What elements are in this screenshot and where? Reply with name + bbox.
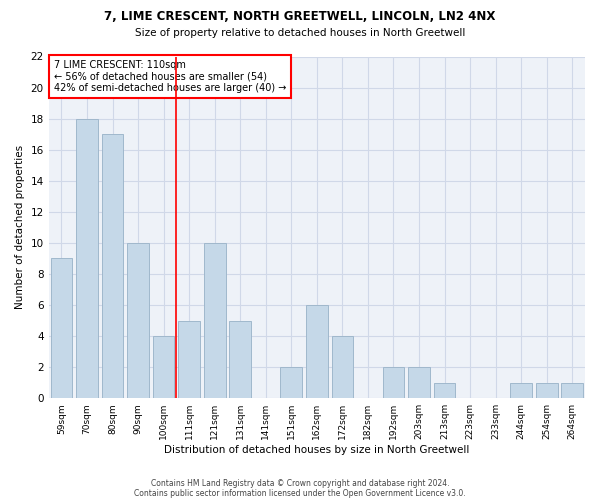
Bar xyxy=(101,134,124,398)
X-axis label: Distribution of detached houses by size in North Greetwell: Distribution of detached houses by size … xyxy=(164,445,470,455)
Bar xyxy=(76,118,98,398)
Bar xyxy=(229,320,251,398)
Bar xyxy=(332,336,353,398)
Y-axis label: Number of detached properties: Number of detached properties xyxy=(15,146,25,310)
Text: Contains HM Land Registry data © Crown copyright and database right 2024.: Contains HM Land Registry data © Crown c… xyxy=(151,478,449,488)
Text: 7, LIME CRESCENT, NORTH GREETWELL, LINCOLN, LN2 4NX: 7, LIME CRESCENT, NORTH GREETWELL, LINCO… xyxy=(104,10,496,23)
Bar xyxy=(408,367,430,398)
Bar xyxy=(153,336,175,398)
Bar xyxy=(434,382,455,398)
Bar xyxy=(50,258,72,398)
Bar xyxy=(383,367,404,398)
Bar xyxy=(306,305,328,398)
Bar xyxy=(280,367,302,398)
Bar xyxy=(127,243,149,398)
Bar xyxy=(510,382,532,398)
Bar xyxy=(536,382,557,398)
Text: 7 LIME CRESCENT: 110sqm
← 56% of detached houses are smaller (54)
42% of semi-de: 7 LIME CRESCENT: 110sqm ← 56% of detache… xyxy=(54,60,286,93)
Bar xyxy=(562,382,583,398)
Bar xyxy=(178,320,200,398)
Text: Contains public sector information licensed under the Open Government Licence v3: Contains public sector information licen… xyxy=(134,488,466,498)
Bar xyxy=(204,243,226,398)
Text: Size of property relative to detached houses in North Greetwell: Size of property relative to detached ho… xyxy=(135,28,465,38)
